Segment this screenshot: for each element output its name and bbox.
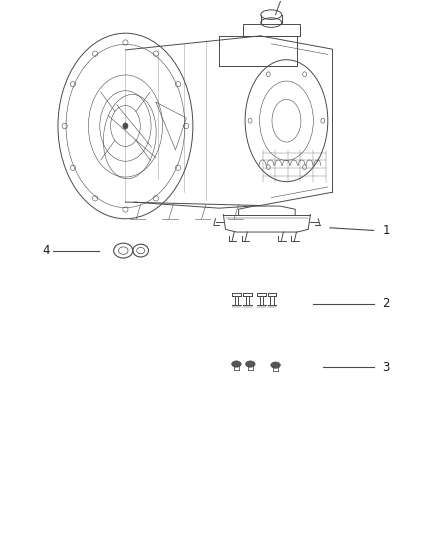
Ellipse shape (246, 361, 255, 367)
Ellipse shape (232, 361, 241, 367)
Text: 3: 3 (382, 361, 389, 374)
Ellipse shape (271, 362, 280, 368)
Text: 1: 1 (382, 224, 390, 237)
Text: 2: 2 (382, 297, 390, 310)
Ellipse shape (123, 123, 128, 129)
Text: 4: 4 (43, 244, 50, 257)
